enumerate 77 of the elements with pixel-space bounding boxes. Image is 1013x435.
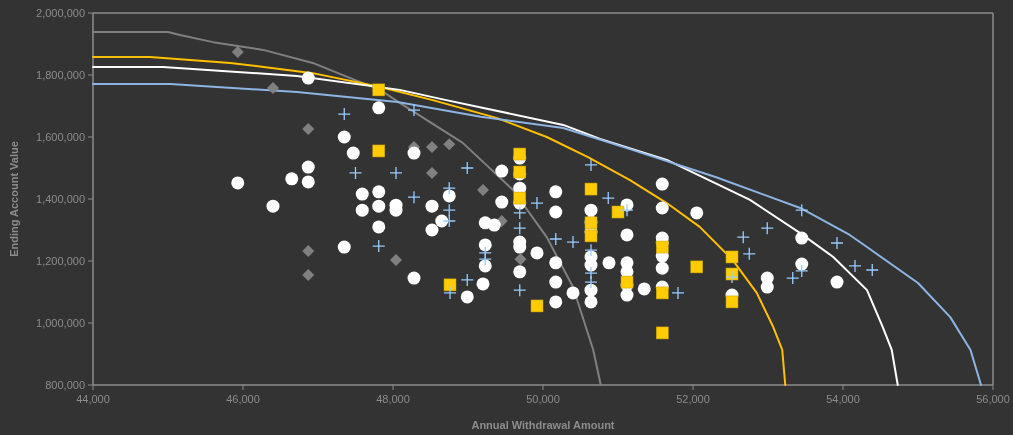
point [865,263,879,277]
point [460,161,474,175]
point [830,236,844,250]
point [231,46,244,59]
y-tick-label: 1,200,000 [36,255,85,267]
point [513,147,526,161]
point [460,273,474,287]
point [690,260,703,274]
point [442,203,456,217]
point [584,275,598,289]
point [725,250,739,264]
point [407,190,421,204]
point [530,299,544,313]
point [302,268,315,281]
point [584,243,598,257]
point [513,191,526,205]
point [389,166,403,180]
y-tick-label: 1,600,000 [36,131,85,143]
point [656,240,669,254]
y-tick-label: 800,000 [45,379,85,391]
point [795,264,809,278]
point [302,122,315,135]
point [513,221,527,235]
x-tick-label: 50,000 [526,393,560,405]
x-tick-label: 44,000 [76,393,110,405]
point [267,82,279,95]
point [443,286,457,300]
x-tick-label: 48,000 [376,393,410,405]
x-tick-label: 52,000 [676,393,710,405]
x-tick-label: 46,000 [226,393,260,405]
point [407,103,421,117]
point [584,229,598,243]
point [443,278,457,292]
point [478,252,492,266]
y-tick-label: 1,000,000 [36,317,85,329]
point [566,235,580,249]
point [372,83,385,97]
y-tick-label: 1,400,000 [36,193,85,205]
point [348,166,363,180]
point [372,144,385,158]
line-series [92,56,787,386]
point [611,205,625,219]
point [372,239,386,253]
point [601,191,615,205]
point [656,286,669,300]
point [795,203,809,217]
point [671,286,685,300]
point [337,107,351,121]
y-tick-label: 1,800,000 [36,69,85,81]
point [514,253,527,266]
point [736,230,750,244]
y-axis-title: Ending Account Value [8,141,20,257]
x-tick-label: 56,000 [976,393,1010,405]
point [442,214,456,228]
point [302,245,315,258]
point [426,140,438,153]
point [584,182,598,196]
point [848,259,862,273]
point [426,166,438,179]
point [786,271,800,285]
point [513,206,527,220]
point [620,203,634,217]
point [513,283,527,297]
y-tick-label: 2,000,000 [36,7,85,19]
x-axis-title: Annual Withdrawal Amount [471,419,615,431]
point [442,181,456,195]
point [742,247,756,261]
point [656,326,669,340]
point [477,184,489,197]
x-tick-label: 54,000 [826,393,860,405]
point [584,158,598,172]
point [725,295,739,309]
point [549,232,563,246]
point [760,221,774,235]
point [443,138,456,151]
point [390,254,402,267]
point [530,196,544,210]
